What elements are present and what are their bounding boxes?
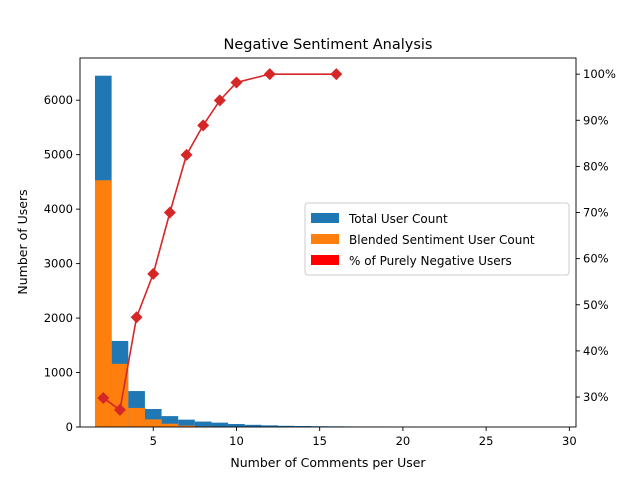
- chart-title: Negative Sentiment Analysis: [224, 37, 433, 53]
- y2-tick-label-90: 90%: [583, 113, 609, 127]
- y2-tick-label-80: 80%: [583, 159, 609, 173]
- y-tick-label-2000: 2000: [44, 311, 73, 325]
- blended-bar-2: [94, 180, 112, 427]
- y2-tick-label-40: 40%: [583, 344, 609, 358]
- total-bar-7: [178, 419, 195, 427]
- legend-swatch-2: [311, 255, 339, 265]
- y2-tick-label-50: 50%: [583, 298, 609, 312]
- percent-marker-10: [230, 76, 243, 89]
- blended-bar-7: [178, 425, 195, 427]
- total-bar-9: [211, 422, 229, 427]
- percent-marker-3: [113, 403, 126, 416]
- x-tick-label-25: 25: [479, 434, 494, 448]
- x-axis: 5 10 15 20 25 30: [150, 427, 577, 448]
- blended-bar-4: [128, 407, 145, 427]
- legend-label-1: Blended Sentiment User Count: [349, 233, 535, 247]
- percent-marker-16: [330, 68, 343, 81]
- blended-bar-6: [161, 423, 179, 427]
- percent-marker-7: [180, 148, 193, 161]
- percent-marker-8: [197, 119, 210, 132]
- total-bar-14: [294, 426, 312, 427]
- total-bar-12: [261, 425, 279, 427]
- blended-bar-5: [144, 419, 162, 427]
- y2-tick-label-30: 30%: [583, 390, 609, 404]
- purely-negative-percent-line: [97, 68, 343, 416]
- x-axis-label: Number of Comments per User: [230, 455, 426, 470]
- total-bar-10: [228, 424, 245, 427]
- y2-tick-label-60: 60%: [583, 252, 609, 266]
- y-tick-label-3000: 3000: [44, 257, 73, 271]
- percent-marker-5: [147, 267, 160, 280]
- percent-marker-4: [130, 311, 143, 324]
- legend-label-2: % of Purely Negative Users: [349, 254, 512, 268]
- percent-line-path: [102, 73, 337, 412]
- legend-box: [304, 202, 570, 276]
- total-bar-6: [161, 416, 179, 427]
- y2-tick-label-70: 70%: [583, 206, 609, 220]
- y-axis-left: 0 1000 2000 3000 4000 5000 6000: [44, 93, 80, 434]
- x-tick-label-20: 20: [396, 434, 411, 448]
- x-tick-label-15: 15: [312, 434, 327, 448]
- x-tick-label-30: 30: [562, 434, 577, 448]
- total-bar-13: [278, 425, 295, 427]
- legend-swatch-1: [311, 234, 339, 244]
- x-tick-label-5: 5: [150, 434, 157, 448]
- y-tick-label-5000: 5000: [44, 148, 73, 162]
- y-axis-right: 30% 40% 50% 60% 70% 80% 90% 100%: [576, 67, 616, 404]
- y-axis-label: Number of Users: [15, 189, 30, 294]
- total-bar-11: [244, 424, 262, 427]
- percent-marker-6: [163, 206, 176, 219]
- y-tick-label-6000: 6000: [44, 93, 73, 107]
- y2-tick-label-100: 100%: [583, 67, 616, 81]
- y-tick-label-0: 0: [66, 420, 73, 434]
- legend-swatch-0: [311, 213, 339, 223]
- y-tick-label-4000: 4000: [44, 202, 73, 216]
- percent-marker-2: [97, 391, 110, 404]
- percent-marker-12: [263, 68, 276, 81]
- legend-label-0: Total User Count: [348, 212, 448, 226]
- x-tick-label-10: 10: [229, 434, 244, 448]
- y-tick-label-1000: 1000: [44, 366, 73, 380]
- percent-marker-9: [213, 94, 226, 107]
- total-bar-8: [194, 421, 212, 427]
- legend: Total User Count Blended Sentiment User C…: [304, 202, 570, 276]
- plot-area-frame: [79, 57, 577, 428]
